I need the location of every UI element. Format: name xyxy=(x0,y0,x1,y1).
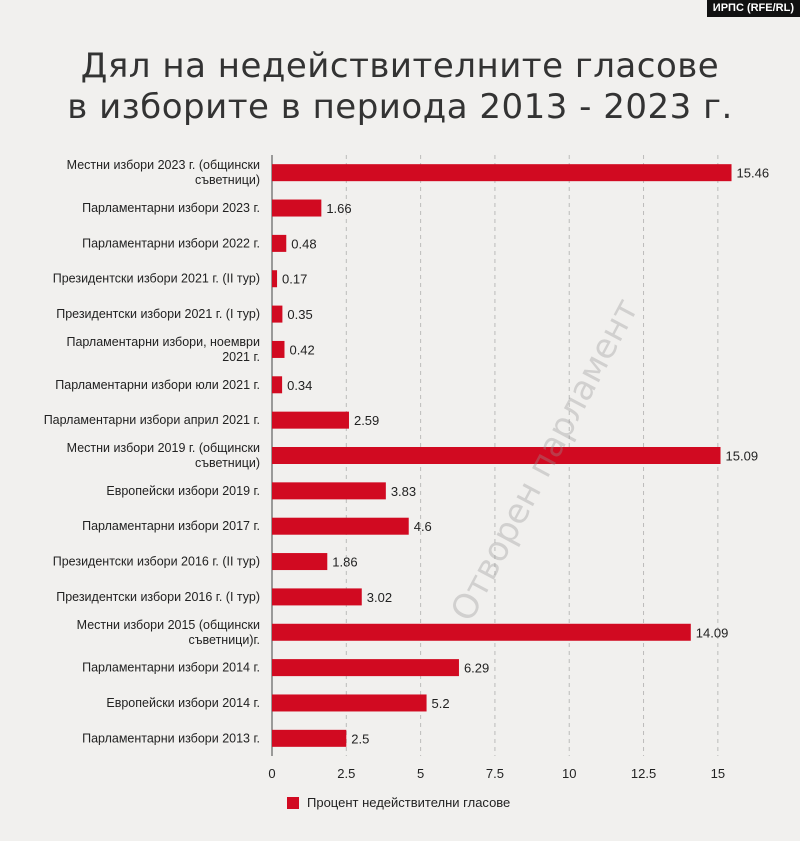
category-label-line: Парламентарни избори, ноември xyxy=(66,335,260,349)
legend-swatch xyxy=(287,796,299,809)
data-label: 0.42 xyxy=(289,342,314,357)
category-label-line: Европейски избори 2014 г. xyxy=(106,696,260,710)
category-label: Президентски избори 2016 г. (I тур) xyxy=(56,590,260,604)
chart-title-line-2: в изборите в периода 2013 - 2023 г. xyxy=(67,87,733,127)
category-label: Президентски избори 2021 г. (I тур) xyxy=(56,307,260,321)
category-label: Парламентарни избори 2022 г. xyxy=(82,236,260,250)
x-tick-label: 5 xyxy=(417,766,424,781)
category-label: Парламентарни избори юли 2021 г. xyxy=(55,378,260,392)
chart-title: Дял на недействителните гласове в избори… xyxy=(0,46,800,128)
data-label: 0.17 xyxy=(282,272,307,287)
data-label: 2.59 xyxy=(354,413,379,428)
bar xyxy=(272,411,349,429)
category-label-line: Парламентарни избори 2014 г. xyxy=(82,661,260,675)
data-label: 15.09 xyxy=(726,449,759,464)
bar xyxy=(272,305,283,323)
data-label: 1.66 xyxy=(326,201,351,216)
bar xyxy=(272,659,459,677)
data-label: 0.48 xyxy=(291,236,316,251)
category-label: Парламентарни избори 2017 г. xyxy=(82,519,260,533)
category-label: Местни избори 2015 (общински съветници)г. xyxy=(77,618,260,647)
category-label: Президентски избори 2016 г. (II тур) xyxy=(53,555,260,569)
bar xyxy=(272,340,285,358)
category-label: Парламентарни избори 2023 г. xyxy=(82,201,260,215)
category-label-line: съветници) xyxy=(195,456,260,470)
category-label: Парламентарни избори 2013 г. xyxy=(82,731,260,745)
category-label: Местни избори 2023 г. (общински съветници… xyxy=(67,158,260,187)
category-label: Парламентарни избори 2014 г. xyxy=(82,661,260,675)
data-label: 0.34 xyxy=(287,378,312,393)
category-label-line: Местни избори 2023 г. (общински xyxy=(67,158,260,172)
x-tick-label: 15 xyxy=(711,766,725,781)
category-label-line: Местни избори 2019 г. (общински xyxy=(67,441,260,455)
category-label-line: Президентски избори 2021 г. (II тур) xyxy=(53,272,260,286)
category-label-line: Парламентарни избори 2023 г. xyxy=(82,201,260,215)
data-label: 4.6 xyxy=(414,519,432,534)
data-label: 6.29 xyxy=(464,661,489,676)
data-label: 1.86 xyxy=(332,555,357,570)
bar xyxy=(272,199,322,217)
category-label: Парламентарни избори април 2021 г. xyxy=(44,413,260,427)
bar xyxy=(272,447,721,464)
category-label-line: Президентски избори 2016 г. (II тур) xyxy=(53,555,260,569)
bar xyxy=(272,553,328,571)
category-label-line: Президентски избори 2021 г. (I тур) xyxy=(56,307,260,321)
bar xyxy=(272,270,278,288)
category-label-line: съветници)г. xyxy=(188,633,260,647)
data-label: 0.35 xyxy=(287,307,312,322)
category-label: Европейски избори 2019 г. xyxy=(106,484,260,498)
bar xyxy=(272,482,386,500)
category-label-line: 2021 г. xyxy=(222,350,260,364)
category-label-line: Парламентарни избори 2017 г. xyxy=(82,519,260,533)
data-label: 15.46 xyxy=(737,166,770,181)
x-tick-label: 7.5 xyxy=(486,766,504,781)
legend-label: Процент недействителни гласове xyxy=(307,795,511,810)
category-label-line: Парламентарни избори 2022 г. xyxy=(82,236,260,250)
legend: Процент недействителни гласове xyxy=(287,795,510,810)
category-label-line: съветници) xyxy=(195,173,260,187)
category-label-line: Парламентарни избори юли 2021 г. xyxy=(55,378,260,392)
category-label-line: Европейски избори 2019 г. xyxy=(106,484,260,498)
category-label-line: Местни избори 2015 (общински xyxy=(77,618,260,632)
data-label: 3.83 xyxy=(391,484,416,499)
x-tick-label: 12.5 xyxy=(631,766,656,781)
bar xyxy=(272,164,732,182)
category-label-line: Президентски избори 2016 г. (I тур) xyxy=(56,590,260,604)
category-label-line: Парламентарни избори 2013 г. xyxy=(82,731,260,745)
bar xyxy=(272,517,409,535)
bar xyxy=(272,694,427,712)
x-tick-label: 2.5 xyxy=(337,766,355,781)
category-label: Европейски избори 2014 г. xyxy=(106,696,260,710)
x-tick-label: 10 xyxy=(562,766,576,781)
bar xyxy=(272,729,347,747)
category-label: Парламентарни избори, ноември 2021 г. xyxy=(66,335,260,364)
bar xyxy=(272,623,691,641)
chart-title-line-1: Дял на недействителните гласове xyxy=(80,46,720,86)
bar xyxy=(272,234,287,252)
bar xyxy=(272,376,283,394)
category-label-line: Парламентарни избори април 2021 г. xyxy=(44,413,260,427)
data-label: 5.2 xyxy=(432,696,450,711)
x-tick-label: 0 xyxy=(268,766,275,781)
data-label: 2.5 xyxy=(351,731,369,746)
category-label: Местни избори 2019 г. (общински съветници… xyxy=(67,441,260,470)
data-label: 14.09 xyxy=(696,625,729,640)
category-label: Президентски избори 2021 г. (II тур) xyxy=(53,272,260,286)
data-label: 3.02 xyxy=(367,590,392,605)
bar xyxy=(272,588,362,606)
source-credit: ИРПС (RFE/RL) xyxy=(706,0,800,17)
